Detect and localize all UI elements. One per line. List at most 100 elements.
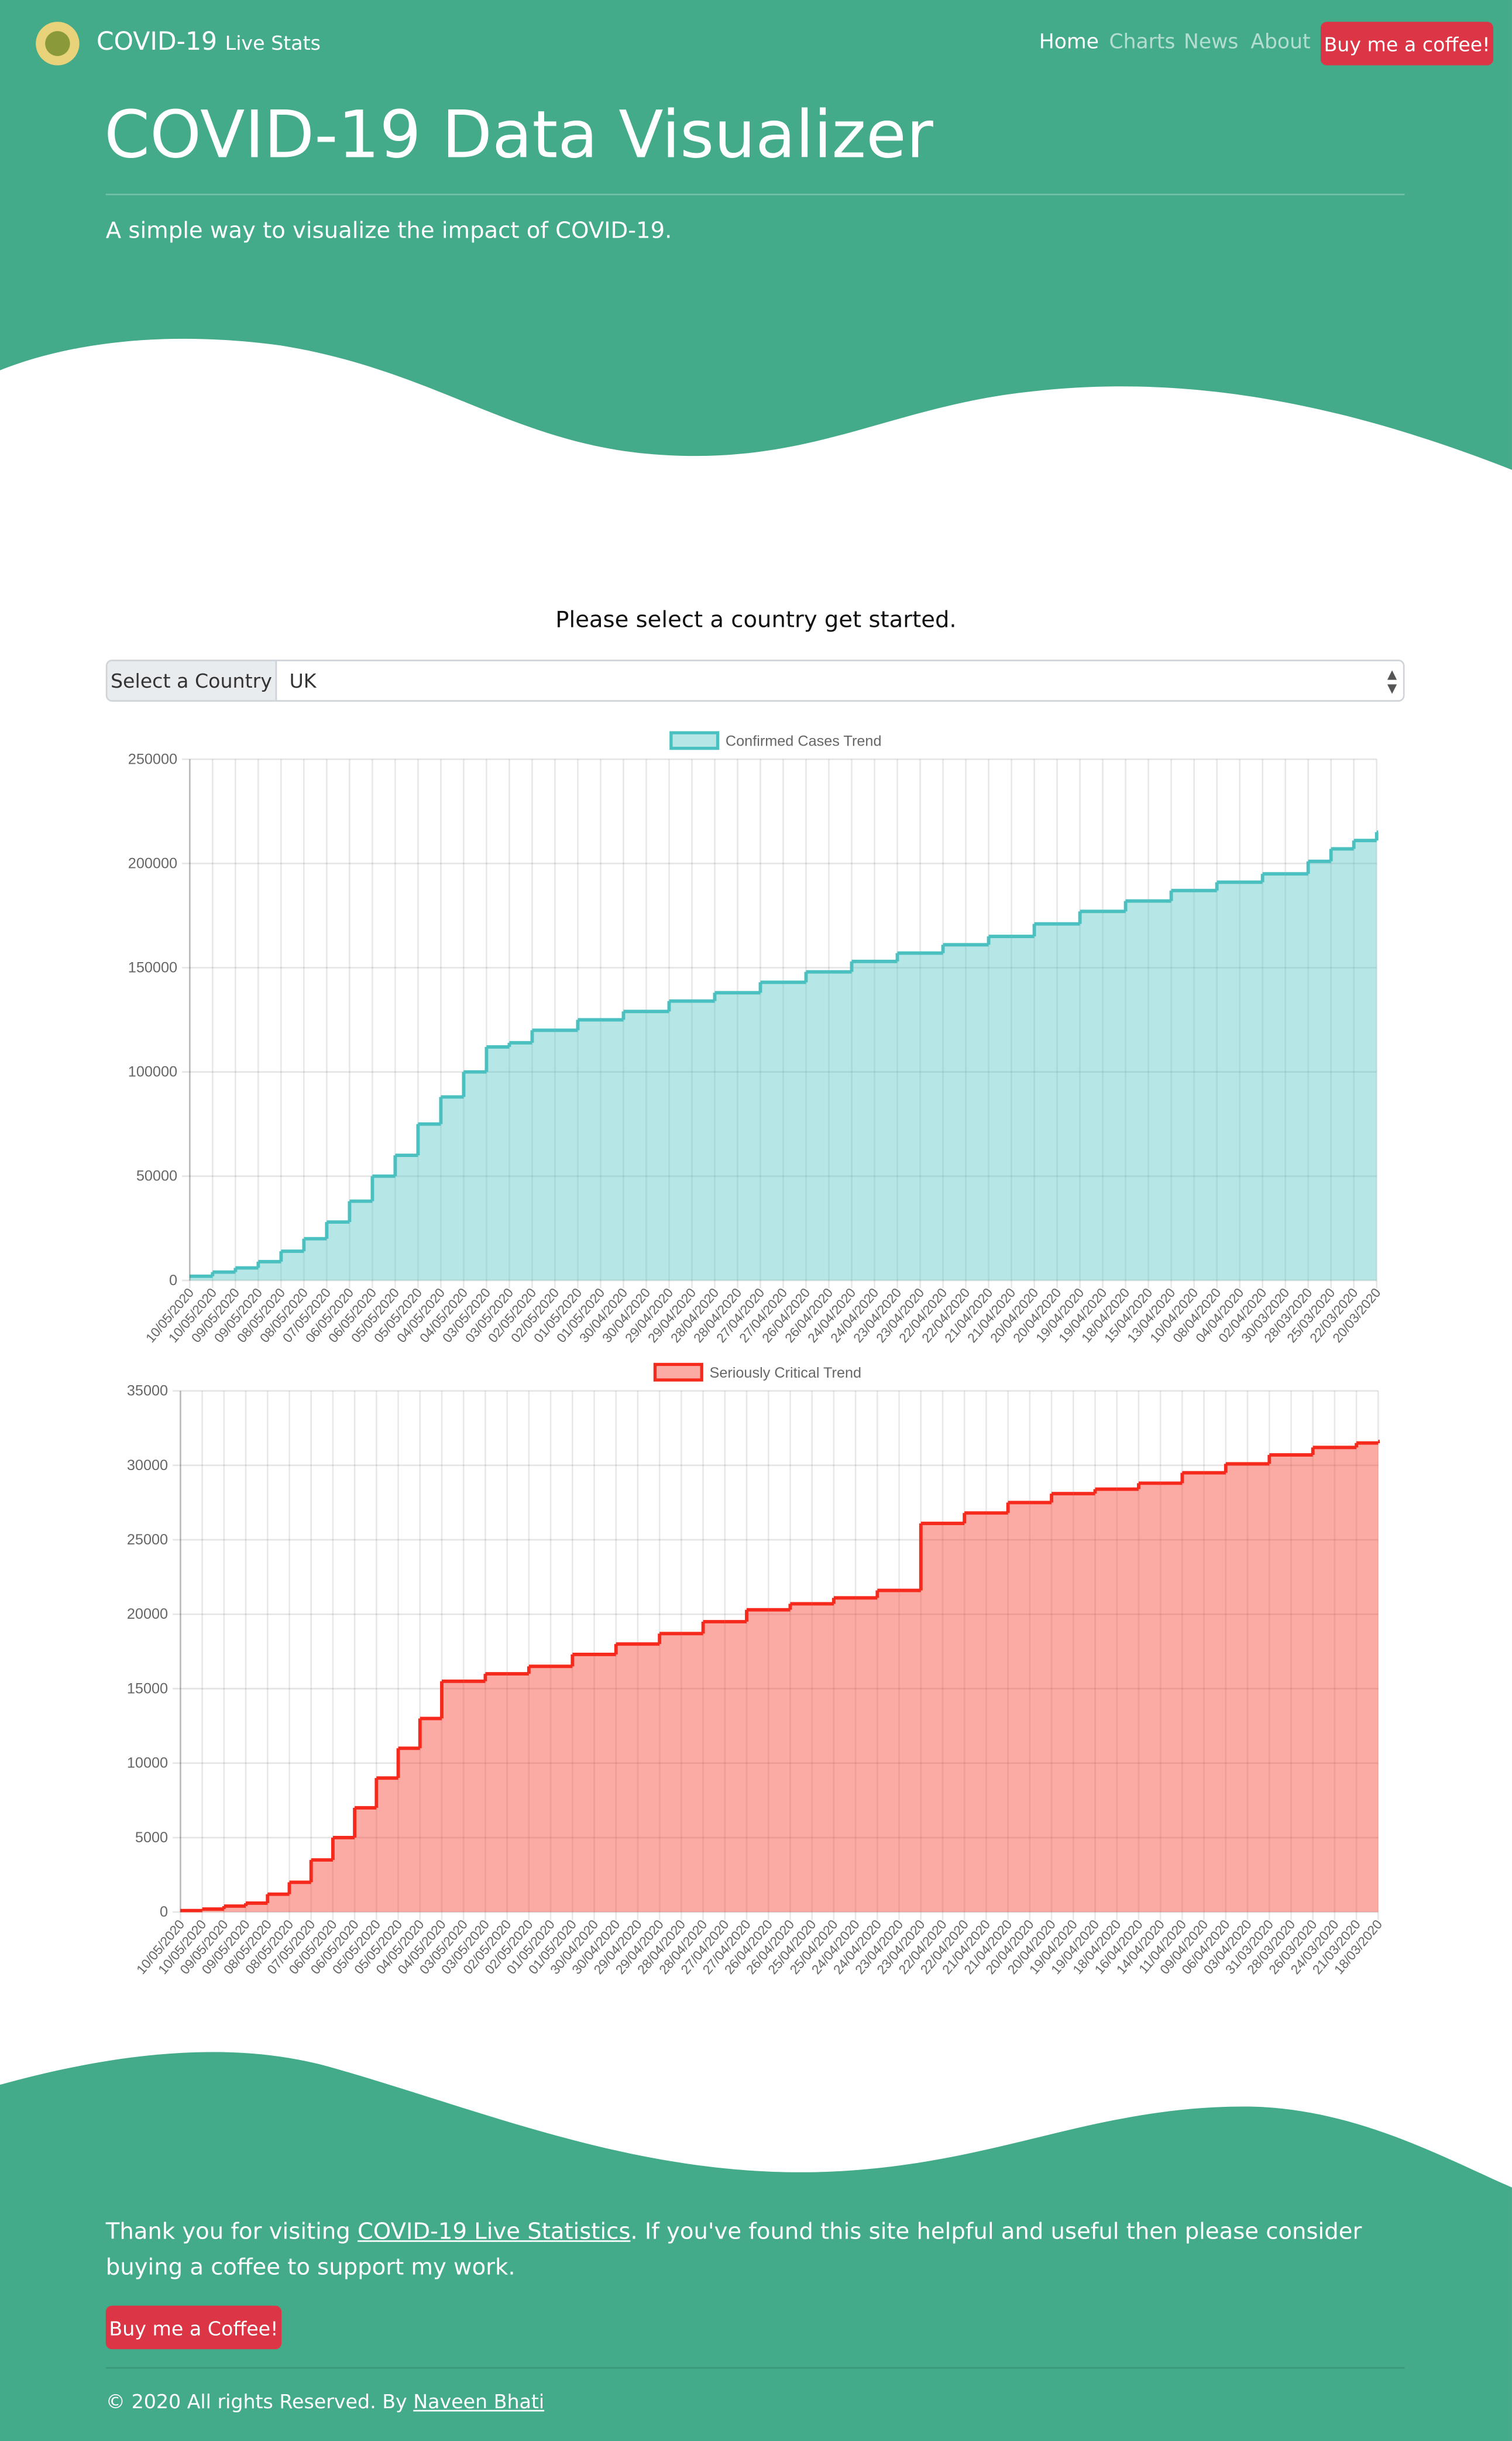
area-step (1057, 923, 1080, 1280)
y-tick-label: 200000 (128, 855, 177, 871)
area-step (714, 993, 738, 1280)
brand[interactable]: COVID-19 Live Stats (97, 26, 321, 56)
copyright-text: © 2020 All rights Reserved. By (105, 2389, 407, 2413)
area-step (1239, 882, 1263, 1280)
area-step (246, 1903, 268, 1913)
area-step (669, 1001, 692, 1280)
chart: Confirmed Cases Trend 0 50000 100000 150000 2… (128, 731, 1383, 1345)
y-tick-label: 100000 (128, 1064, 177, 1080)
area-step (594, 1654, 616, 1913)
area-step (1102, 911, 1126, 1280)
area-step (637, 1644, 660, 1913)
area-step (1073, 1494, 1095, 1913)
area-step (986, 1513, 1008, 1913)
y-tick-label: 30000 (127, 1457, 168, 1474)
area-step (833, 1598, 856, 1913)
area-step (1125, 901, 1149, 1280)
area-step (289, 1882, 311, 1913)
brand-sub[interactable]: Live Stats (225, 31, 321, 55)
area-step (532, 1030, 555, 1280)
country-select[interactable]: UK ▲ ▼ (275, 660, 1405, 702)
area-step (1269, 1455, 1291, 1913)
area-step (463, 1072, 487, 1280)
area-step (874, 961, 898, 1280)
area-step (1248, 1464, 1270, 1913)
nav-link[interactable]: News (1184, 31, 1239, 55)
legend-label: Confirmed Cases Trend (726, 733, 882, 750)
area-step (555, 1030, 578, 1280)
area-step (1204, 1472, 1226, 1913)
area-step (332, 1837, 355, 1913)
area-step (1182, 1472, 1204, 1913)
header-wave (0, 0, 1512, 470)
hero-subtitle: A simple way to visualize the impact of … (105, 219, 672, 245)
area-step (267, 1894, 290, 1913)
area-step (1138, 1483, 1161, 1913)
area-step (1217, 882, 1240, 1280)
area-step (812, 1604, 834, 1913)
y-tick-label: 10000 (127, 1755, 168, 1771)
area-step (212, 1272, 236, 1280)
area-step (1334, 1447, 1357, 1913)
y-tick-label: 15000 (127, 1680, 168, 1697)
area-step (855, 1598, 878, 1913)
area-step (224, 1906, 246, 1913)
area-step (572, 1654, 595, 1913)
select-value[interactable]: UK (289, 669, 317, 692)
brand-name[interactable]: COVID-19 (96, 26, 218, 56)
area-step (768, 1609, 791, 1913)
area-step (1095, 1489, 1117, 1913)
area-step (1225, 1464, 1248, 1913)
area-step (616, 1644, 638, 1913)
area-step (420, 1718, 442, 1913)
area-step (988, 936, 1012, 1280)
chart: Seriously Critical Trend 0 5000 10000 15000 2… (127, 1362, 1385, 1977)
y-tick-label: 250000 (128, 751, 177, 767)
footer-text: Thank you for visiting COVID-19 Live Sta… (106, 2216, 1405, 2287)
footer-coffee-button[interactable]: Buy me a Coffee! (105, 2305, 282, 2350)
y-tick-label: 0 (169, 1272, 177, 1289)
area-step (851, 961, 875, 1280)
area-step (1011, 936, 1035, 1280)
area-step (1308, 861, 1331, 1280)
area-step (304, 1238, 327, 1280)
legend-swatch (653, 1362, 703, 1382)
area-step (258, 1261, 281, 1280)
footer-link[interactable]: COVID-19 Live Statistics (358, 2220, 631, 2246)
footer-wave (0, 2052, 1512, 2441)
area-step (806, 971, 829, 1280)
area-step (486, 1046, 510, 1280)
coffee-button[interactable]: Buy me a coffee! (1320, 22, 1494, 66)
area-step (1291, 1455, 1313, 1913)
y-tick-label: 150000 (128, 960, 177, 976)
area-step (1034, 923, 1057, 1280)
area-step (1285, 874, 1308, 1280)
area-step (1029, 1502, 1052, 1913)
area-step (235, 1268, 259, 1280)
area-step (281, 1251, 304, 1280)
footer-text-part: . If you've found this site helpful and … (105, 2220, 1362, 2281)
area-step (441, 1097, 464, 1280)
nav-link[interactable]: Home (1039, 31, 1099, 55)
author-link[interactable]: Naveen Bhati (413, 2389, 545, 2413)
nav-link[interactable]: About (1250, 31, 1311, 55)
area-step (327, 1222, 350, 1280)
copyright: © 2020 All rights Reserved. By Naveen Bh… (106, 2389, 544, 2413)
area-step (965, 945, 989, 1280)
prompt: Please select a country get started. (555, 608, 957, 633)
y-tick-label: 35000 (127, 1383, 168, 1399)
area-step (1356, 1443, 1379, 1913)
select-label: Select a Country (105, 660, 277, 702)
area-step (829, 971, 852, 1280)
area-step (355, 1808, 377, 1913)
hero-title: COVID-19 Data Visualizer (104, 96, 933, 173)
area-step (311, 1860, 333, 1913)
area-step (899, 1590, 921, 1913)
nav-link[interactable]: Charts (1109, 31, 1176, 55)
area-step (1353, 840, 1377, 1280)
area-step (578, 1019, 601, 1280)
area-step (507, 1674, 529, 1913)
area-step (646, 1011, 669, 1280)
